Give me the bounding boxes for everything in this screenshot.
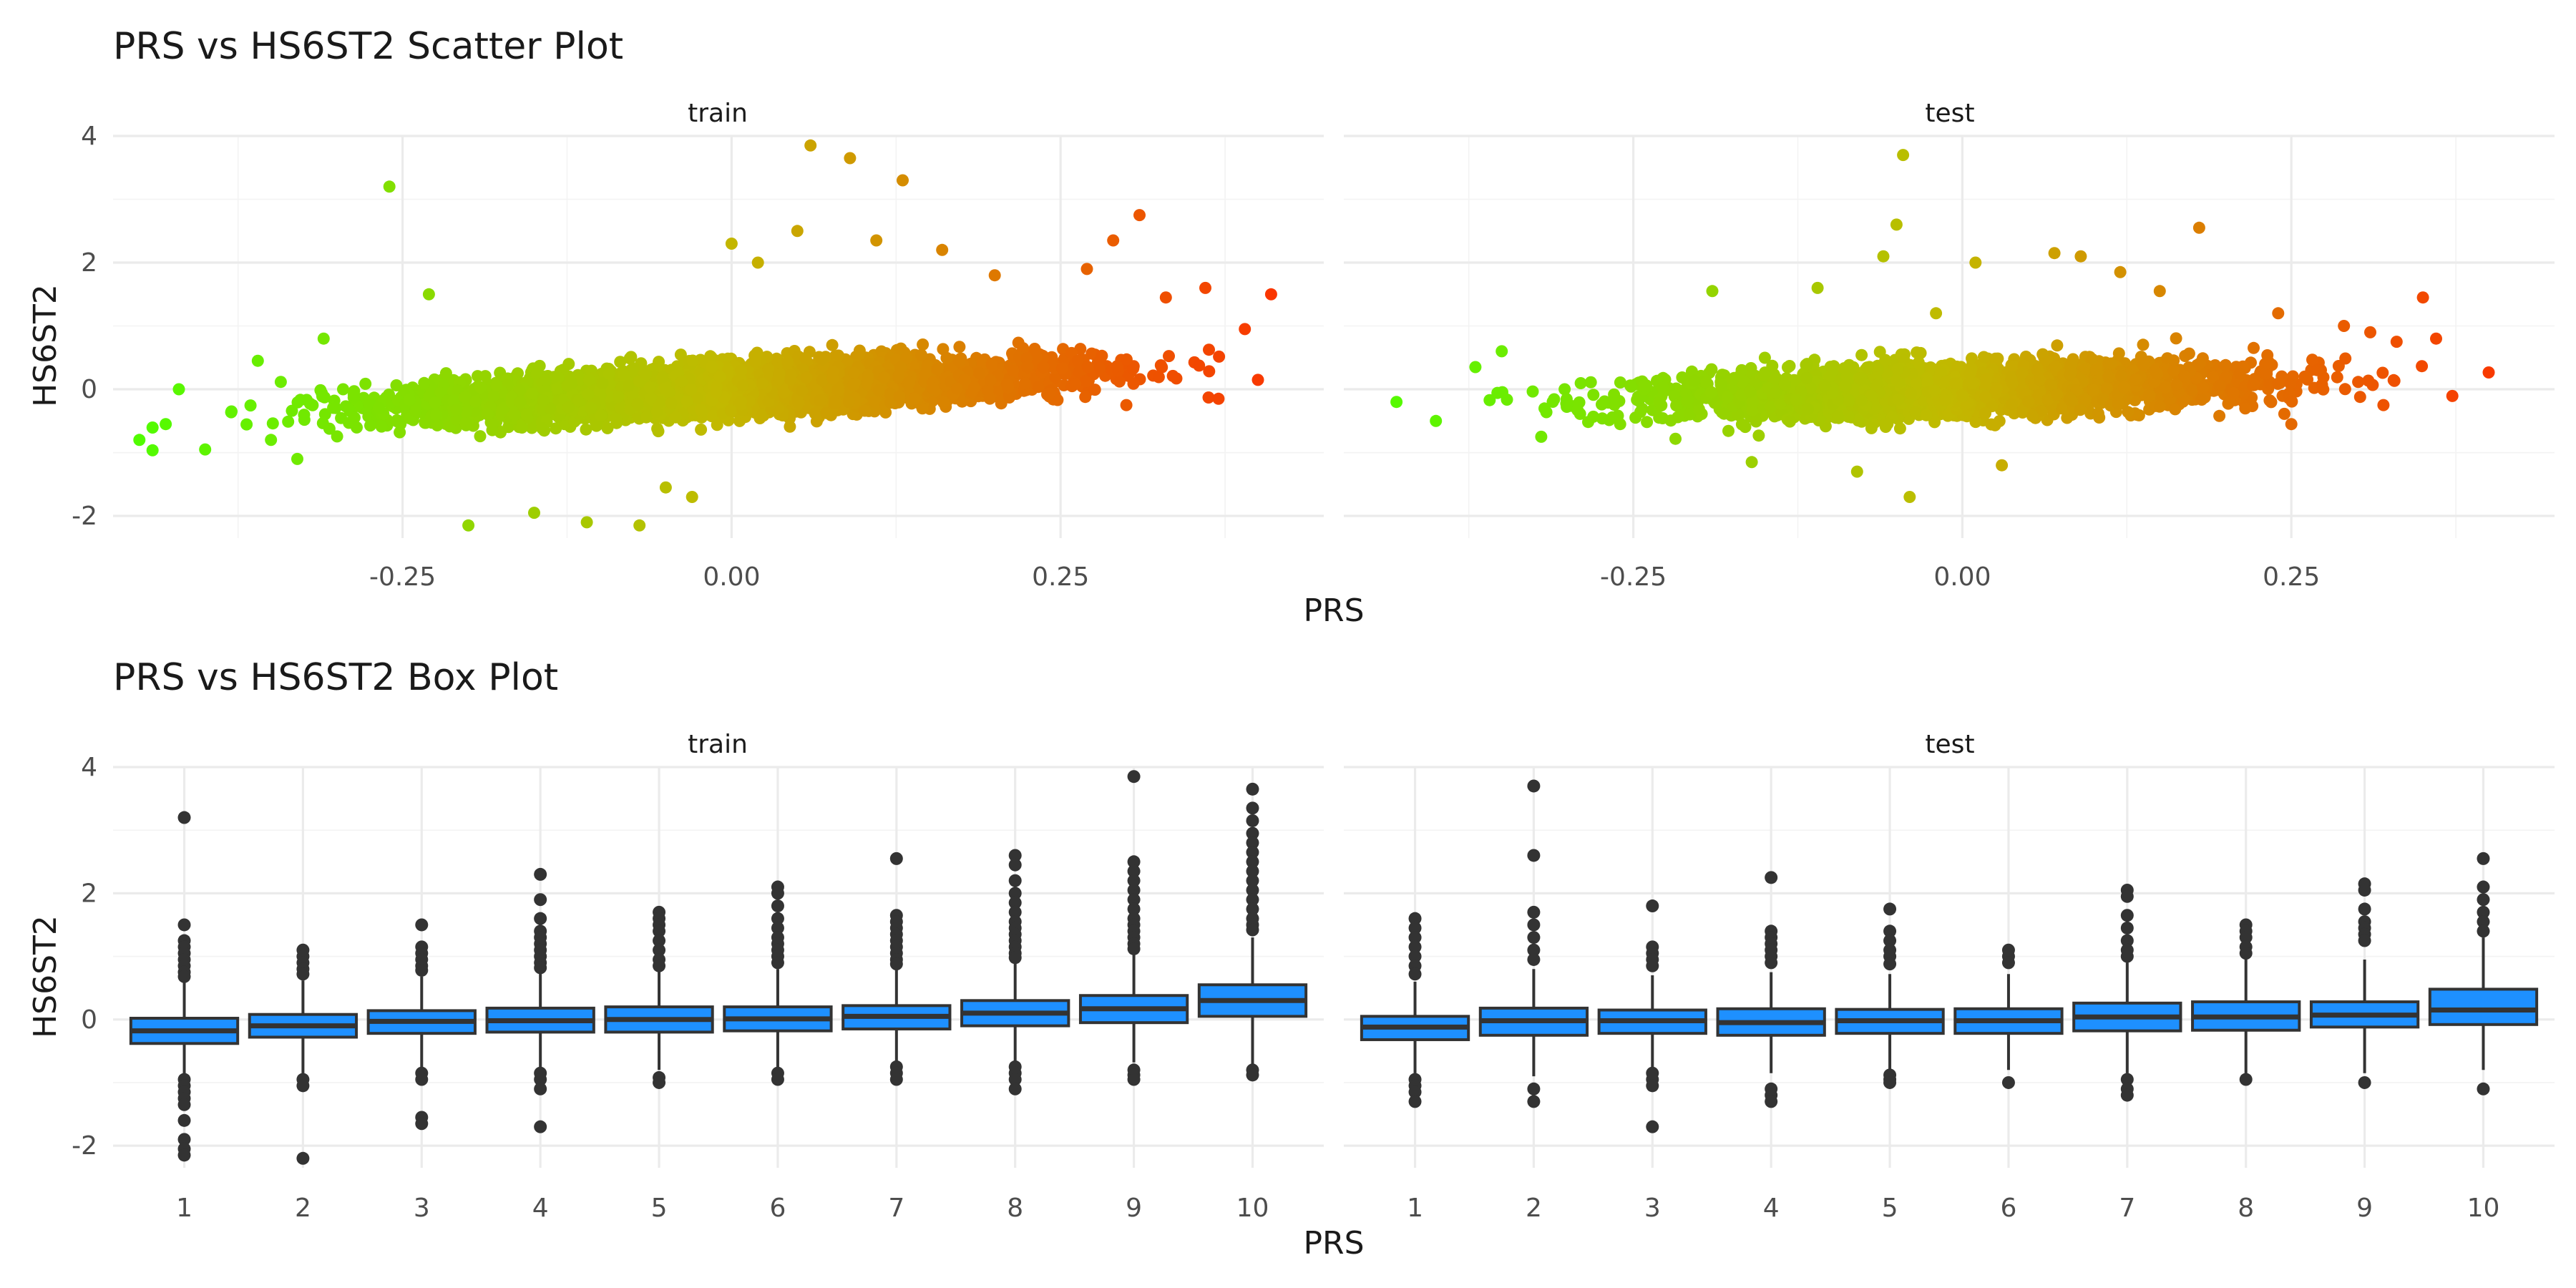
scatter-point <box>1079 391 1092 404</box>
scatter-point <box>1193 359 1206 372</box>
scatter-point <box>318 391 331 404</box>
scatter-point <box>1166 369 1179 382</box>
scatter-point <box>459 416 472 429</box>
scatter-point <box>915 348 928 361</box>
scatter-point <box>364 419 376 432</box>
scatter-point <box>439 367 452 380</box>
scatter-point <box>1203 343 1215 356</box>
scatter-point <box>551 382 564 395</box>
scatter-point <box>917 338 930 351</box>
scatter-point <box>474 430 487 443</box>
scatter-point <box>686 354 699 367</box>
scatter-point <box>348 411 361 424</box>
scatter-point <box>1030 351 1043 364</box>
scatter-point <box>724 404 737 417</box>
scatter-point <box>240 418 253 431</box>
scatter-point <box>652 425 665 438</box>
scatter-point <box>375 420 388 433</box>
scatter-point <box>266 417 279 430</box>
scatter-point <box>1079 375 1092 388</box>
scatter-title: PRS vs HS6ST2 Scatter Plot <box>113 25 623 68</box>
scatter-point <box>537 394 550 407</box>
scatter-point <box>146 444 159 457</box>
scatter-point <box>1213 350 1226 363</box>
scatter-train-strip: train <box>688 99 748 128</box>
scatter-point <box>1093 361 1106 374</box>
scatter-point <box>282 415 295 428</box>
scatter-point <box>1069 378 1081 390</box>
scatter-point <box>711 419 723 431</box>
scatter-point <box>274 376 287 389</box>
scatter-point <box>1018 377 1031 390</box>
scatter-point <box>479 370 492 383</box>
scatter-point <box>298 414 311 426</box>
scatter-point <box>809 407 821 420</box>
scatter-point <box>359 377 372 390</box>
scatter-point <box>347 389 360 401</box>
scatter-point <box>842 396 855 409</box>
scatter-point <box>751 346 763 359</box>
scatter-point <box>610 416 623 429</box>
scatter-point <box>1000 378 1013 391</box>
scatter-train-grid <box>113 135 1324 538</box>
scatter-point <box>390 379 403 391</box>
scatter-point <box>1113 375 1126 388</box>
scatter-point <box>337 383 349 396</box>
scatter-train-points <box>133 139 1277 532</box>
scatter-train-panel: train <box>113 99 1324 538</box>
scatter-point <box>1032 381 1045 394</box>
scatter-point <box>909 392 922 405</box>
scatter-point <box>486 424 499 436</box>
scatter-point <box>784 420 796 433</box>
scatter-point <box>968 381 981 394</box>
scatter-point <box>625 351 638 364</box>
scatter-point <box>244 399 257 412</box>
scatter-point <box>826 338 839 351</box>
scatter-point <box>931 363 944 376</box>
scatter-point <box>1156 361 1169 374</box>
scatter-point <box>953 341 966 353</box>
scatter-point <box>1096 349 1108 362</box>
scatter-point <box>146 421 159 434</box>
scatter-point <box>1007 364 1020 377</box>
scatter-point <box>1163 350 1175 363</box>
scatter-point <box>291 396 304 409</box>
scatter-point <box>391 414 404 426</box>
scatter-point <box>329 401 342 414</box>
scatter-point <box>937 396 950 409</box>
scatter-point <box>372 401 385 414</box>
scatter-point <box>704 350 717 363</box>
scatter-point <box>1088 384 1101 396</box>
scatter-point <box>580 423 592 436</box>
scatter-point <box>695 423 708 436</box>
scatter-point <box>614 356 627 369</box>
scatter-point <box>820 406 833 419</box>
scatter-point <box>1252 374 1264 386</box>
